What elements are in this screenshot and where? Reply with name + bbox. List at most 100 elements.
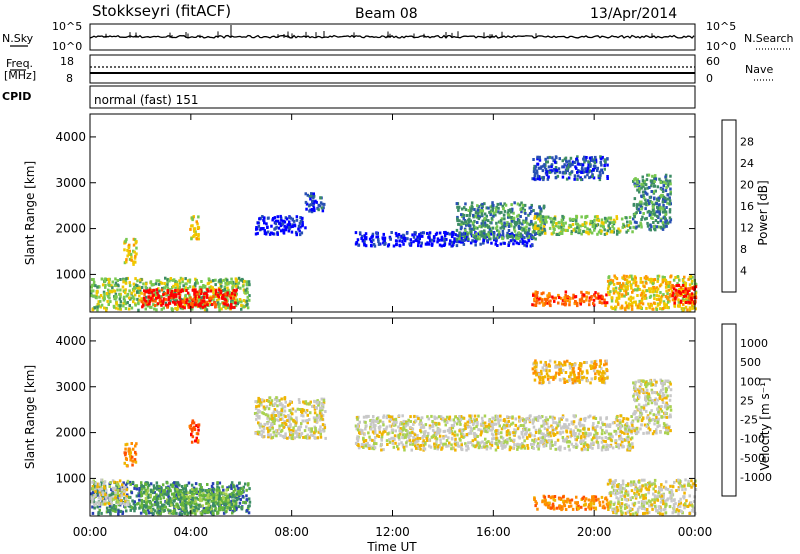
velocity-cell-0	[133, 500, 136, 504]
power-cell-13	[682, 290, 685, 293]
velocity-cell-1	[230, 503, 233, 506]
power-cell-1	[169, 296, 173, 300]
velocity-cell-5	[280, 417, 284, 421]
power-cell-1	[156, 291, 159, 295]
power-cell-9	[591, 174, 594, 178]
power-cell-12	[652, 301, 656, 305]
power-cell-10	[658, 177, 661, 181]
power-cell-6	[432, 235, 436, 239]
velocity-cell-1	[210, 491, 213, 495]
power-cell-11	[546, 296, 550, 299]
power-cell-6	[395, 234, 398, 238]
power-cell-0	[168, 288, 171, 292]
power-cell-6	[508, 233, 512, 236]
power-cell-12	[682, 308, 685, 312]
power-cell-11	[546, 301, 549, 305]
velocity-cell-6	[393, 434, 397, 438]
velocity-cell-5	[261, 398, 264, 402]
velocity-cell-5	[316, 399, 319, 403]
velocity-cell-5	[273, 419, 276, 422]
power-cell-12	[661, 280, 664, 284]
velocity-cell-6	[559, 445, 562, 449]
velocity-cell-1	[174, 497, 178, 500]
velocity-cell-1	[219, 500, 222, 504]
power-cell-10	[664, 182, 667, 186]
power-cell-12	[676, 275, 680, 278]
power-cell-1	[214, 289, 218, 293]
power-cell-1	[233, 305, 236, 309]
power-cell-7	[519, 232, 523, 236]
power-cell-6	[511, 238, 515, 242]
velocity-cell-6	[625, 417, 628, 421]
power-cell-4	[281, 228, 285, 232]
velocity-cell-1	[149, 494, 152, 498]
power-cell-7	[476, 212, 480, 215]
power-cell-6	[460, 236, 463, 240]
power-cell-0	[119, 304, 122, 308]
power-cell-8	[615, 217, 619, 221]
velocity-cell-0	[217, 486, 221, 490]
power-cell-0	[245, 280, 248, 284]
power-cell-9	[594, 158, 598, 162]
power-cell-8	[538, 233, 542, 236]
velocity-cell-6	[380, 438, 383, 442]
power-cell-7	[490, 229, 493, 233]
power-cell-12	[680, 306, 684, 310]
beam-label: Beam 08	[355, 6, 418, 22]
power-cell-0	[112, 289, 115, 293]
velocity-cell-5	[291, 433, 295, 437]
power-cell-12	[678, 278, 681, 282]
power-cell-8	[626, 229, 630, 232]
velocity-cell-0	[206, 511, 209, 514]
power-cell-11	[601, 297, 604, 301]
power-cell-10	[668, 210, 672, 214]
velocity-cell-0	[156, 505, 159, 509]
power-cell-11	[568, 300, 571, 304]
velocity-cell-0	[158, 484, 161, 488]
power-cell-1	[166, 289, 170, 293]
velocity-cell-6	[465, 444, 468, 448]
power-cell-0	[99, 305, 103, 309]
power-cell-12	[692, 293, 695, 297]
power-cell-7	[524, 211, 527, 215]
power-cell-10	[660, 193, 663, 197]
power-cell-8	[551, 223, 554, 227]
power-cell-10	[640, 182, 643, 186]
power-cell-12	[672, 285, 676, 289]
velocity-cell-1	[169, 509, 172, 513]
power-cell-9	[583, 160, 586, 164]
velocity-cell-5	[290, 436, 294, 440]
power-cell-12	[687, 277, 690, 281]
power-cell-8	[603, 216, 607, 220]
power-cell-9	[545, 173, 549, 177]
power-cell-8	[575, 214, 578, 218]
velocity-cell-6	[362, 446, 365, 449]
velocity-cell-4	[197, 428, 200, 432]
velocity-cell-1	[214, 507, 217, 510]
power-cell-10	[635, 203, 639, 207]
power-cell-10	[634, 177, 637, 181]
velocity-cell-4	[191, 429, 194, 433]
noise-right-tick-top: 10^5	[706, 20, 736, 33]
velocity-cell-5	[267, 414, 270, 418]
power-cell-8	[555, 222, 558, 225]
velocity-cell-0	[159, 505, 162, 509]
power-cell-7	[457, 222, 460, 226]
power-cell-12	[684, 285, 687, 288]
power-cell-11	[599, 296, 603, 300]
velocity-cell-0	[131, 506, 135, 510]
velocity-cell-0	[161, 483, 165, 487]
power-cell-10	[649, 179, 653, 183]
velocity-cell-6	[453, 420, 456, 424]
velocity-cell-1	[154, 509, 157, 513]
power-cell-0	[192, 285, 196, 289]
velocity-cell-0	[153, 491, 156, 494]
velocity-cell-5	[282, 425, 285, 429]
power-cell-1	[202, 296, 206, 299]
velocity-cell-6	[385, 425, 389, 429]
power-cell-10	[636, 180, 639, 184]
power-cell-6	[361, 238, 365, 242]
power-cell-9	[546, 177, 550, 181]
power-cell-9	[592, 159, 596, 163]
velocity-cell-0	[130, 505, 134, 509]
